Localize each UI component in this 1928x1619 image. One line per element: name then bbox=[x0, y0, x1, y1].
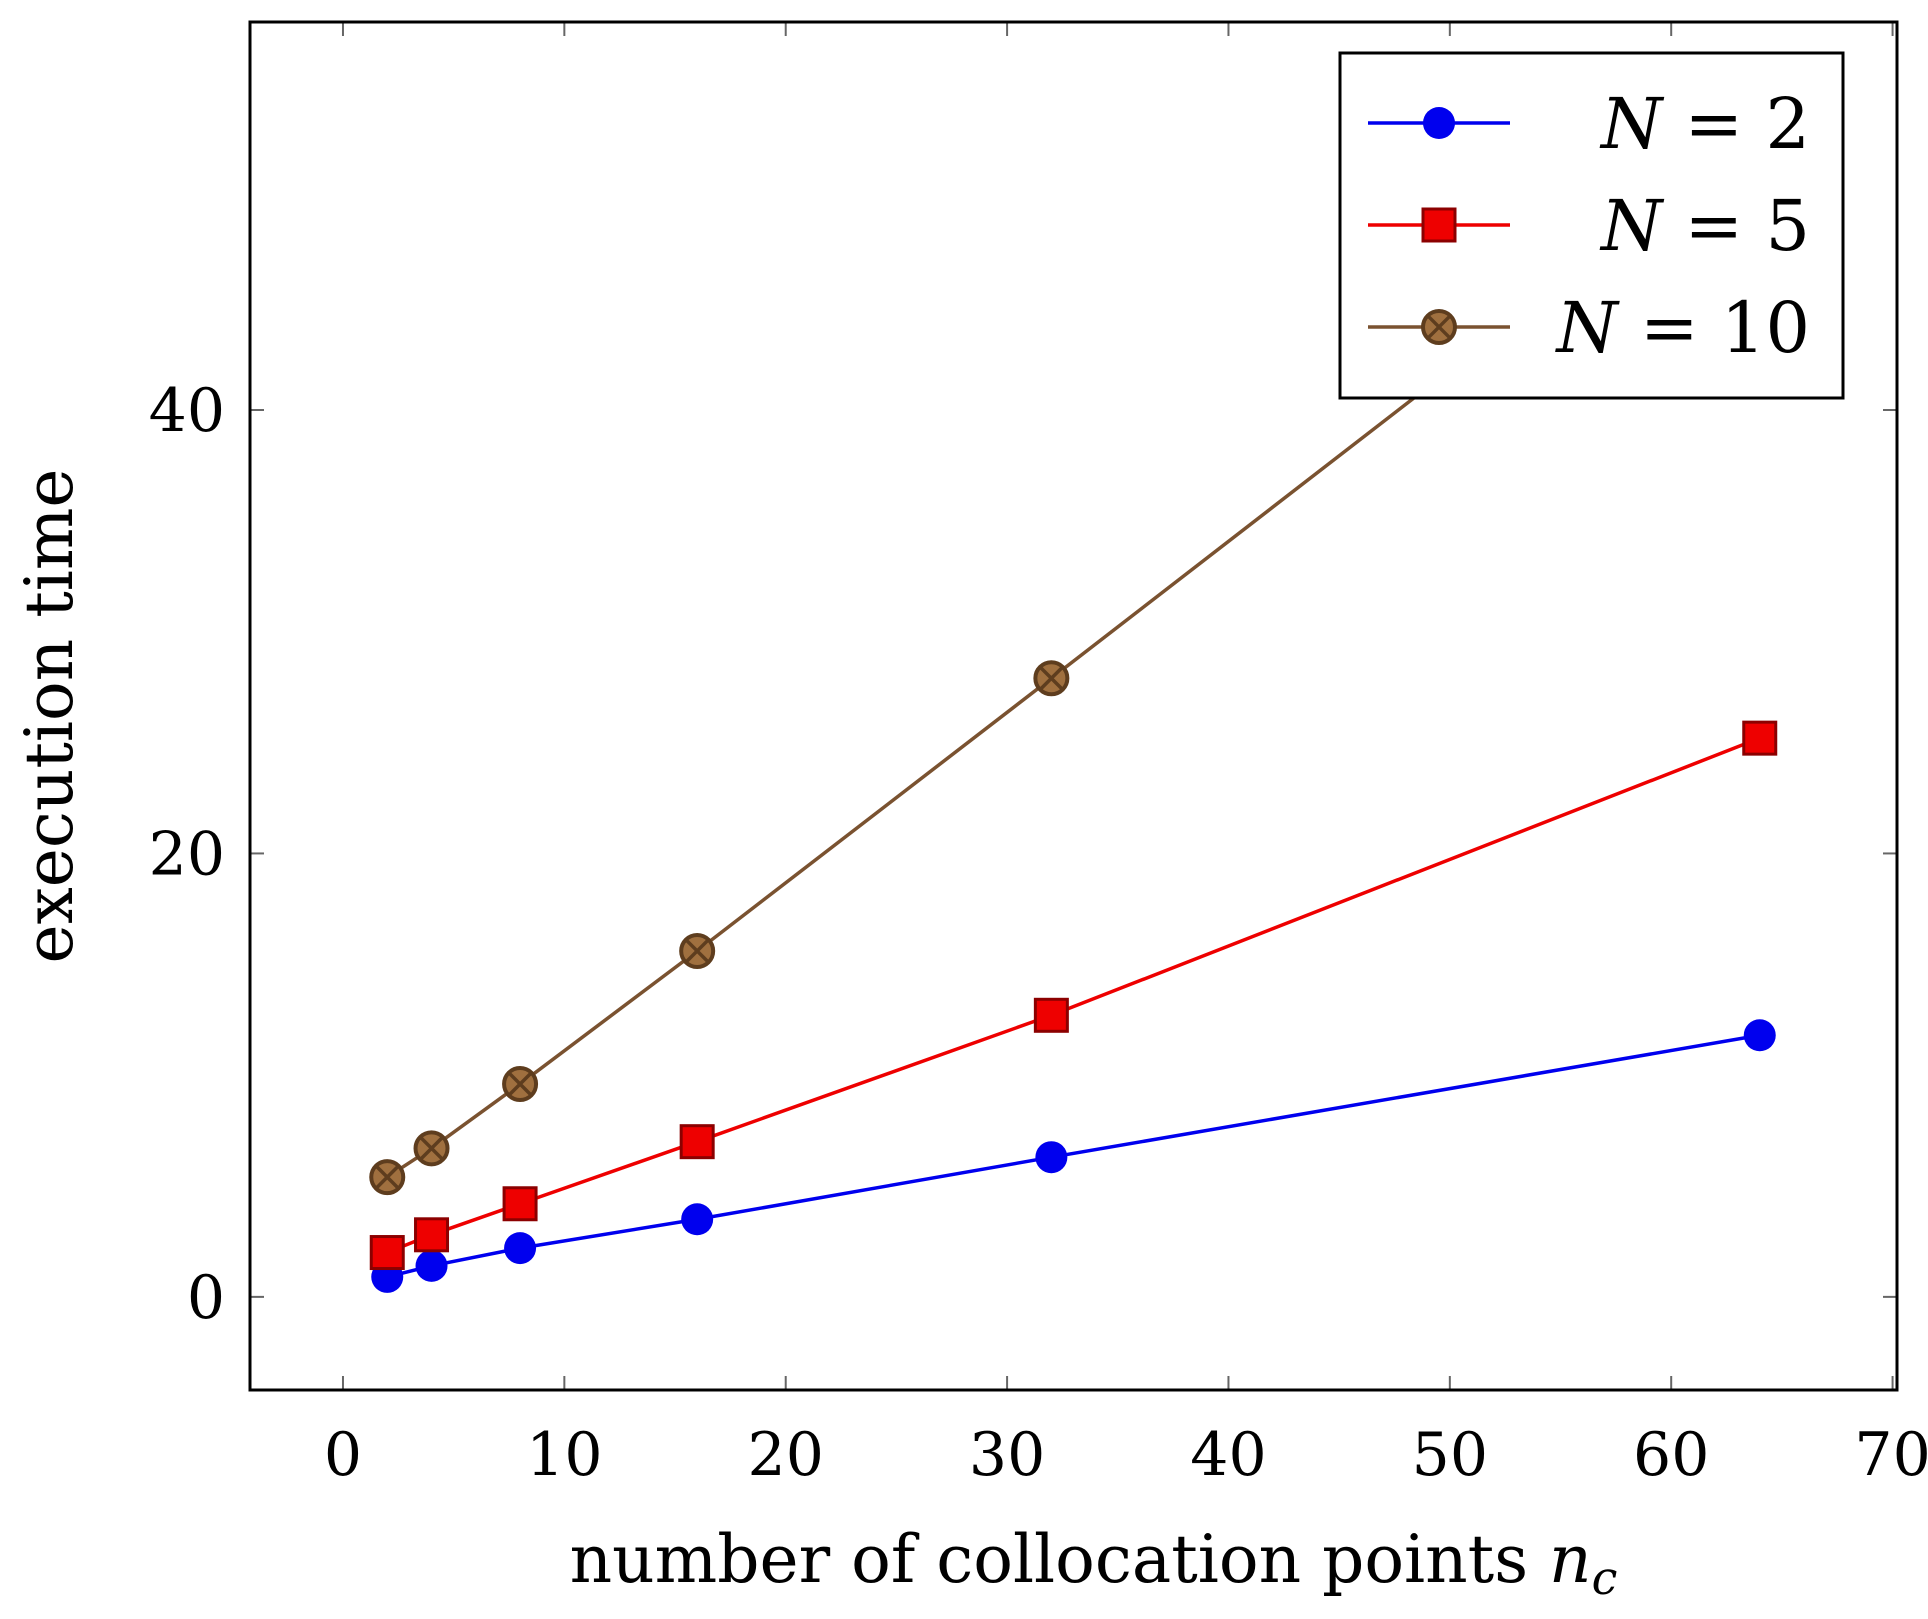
x-tick-label: 0 bbox=[324, 1420, 362, 1490]
data-point bbox=[1743, 1019, 1776, 1052]
marker-cross bbox=[507, 1071, 533, 1097]
data-point bbox=[681, 1203, 714, 1236]
series-line bbox=[386, 1033, 1761, 1279]
legend-label-rest: = 10 bbox=[1618, 287, 1810, 369]
legend-label-var: N bbox=[1555, 287, 1621, 369]
x-tick-label: 10 bbox=[526, 1420, 602, 1490]
legend-marker bbox=[1421, 309, 1457, 345]
x-tick-label: 30 bbox=[969, 1420, 1045, 1490]
data-point bbox=[1033, 660, 1070, 697]
data-point bbox=[679, 932, 716, 969]
x-axis-title-var: n bbox=[1549, 1521, 1592, 1598]
data-point bbox=[369, 1235, 405, 1271]
legend-label: N = 2 bbox=[1599, 83, 1810, 165]
data-point bbox=[369, 1159, 406, 1196]
data-point bbox=[502, 1186, 538, 1222]
x-axis-title-sub: c bbox=[1592, 1551, 1618, 1605]
marker-cross bbox=[1038, 665, 1064, 691]
x-tick-label: 60 bbox=[1633, 1420, 1709, 1490]
data-point bbox=[504, 1232, 537, 1265]
legend-marker bbox=[1423, 107, 1455, 139]
y-tick-label: 20 bbox=[149, 819, 225, 889]
x-axis-title-text: number of collocation points bbox=[570, 1521, 1549, 1598]
legend-marker bbox=[1421, 207, 1457, 243]
legend-entry: N = 5 bbox=[1368, 185, 1810, 267]
series-layer bbox=[369, 112, 1778, 1293]
data-point bbox=[502, 1066, 539, 1103]
legend-label: N = 5 bbox=[1599, 185, 1810, 267]
x-tick-label: 50 bbox=[1412, 1420, 1488, 1490]
x-tick-label: 20 bbox=[748, 1420, 824, 1490]
marker-cross bbox=[418, 1135, 445, 1161]
legend-label-rest: = 2 bbox=[1662, 83, 1810, 165]
legend-label: N = 10 bbox=[1555, 287, 1810, 369]
y-tick-label: 40 bbox=[149, 376, 225, 446]
marker-cross bbox=[1426, 314, 1452, 340]
x-tick-label: 70 bbox=[1854, 1420, 1928, 1490]
x-tick-label: 40 bbox=[1190, 1420, 1266, 1490]
y-axis-title: execution time bbox=[11, 469, 88, 964]
legend: N = 2N = 5N = 10 bbox=[1338, 51, 1845, 400]
legend-label-var: N bbox=[1599, 83, 1665, 165]
series-0 bbox=[371, 1019, 1776, 1293]
ticks-layer: 0 10 20 30 40 50 60 70 0 20 40 bbox=[149, 22, 1928, 1490]
series-line bbox=[386, 736, 1761, 1255]
legend-entry: N = 10 bbox=[1368, 287, 1810, 369]
data-point bbox=[413, 1130, 450, 1167]
x-axis-title: number of collocation points nc bbox=[570, 1521, 1618, 1605]
plot-frame bbox=[248, 20, 1899, 1392]
marker-cross bbox=[374, 1164, 400, 1190]
data-point bbox=[1033, 997, 1069, 1033]
y-tick-label: 0 bbox=[187, 1263, 225, 1333]
series-1 bbox=[369, 720, 1778, 1271]
legend-label-var: N bbox=[1599, 185, 1665, 267]
data-point bbox=[414, 1217, 450, 1253]
data-point bbox=[679, 1124, 715, 1160]
data-point bbox=[1742, 720, 1778, 756]
legend-label-rest: = 5 bbox=[1662, 185, 1810, 267]
legend-entry: N = 2 bbox=[1368, 83, 1810, 165]
data-point bbox=[1035, 1141, 1068, 1174]
data-point bbox=[415, 1249, 448, 1282]
marker-cross bbox=[684, 938, 710, 964]
